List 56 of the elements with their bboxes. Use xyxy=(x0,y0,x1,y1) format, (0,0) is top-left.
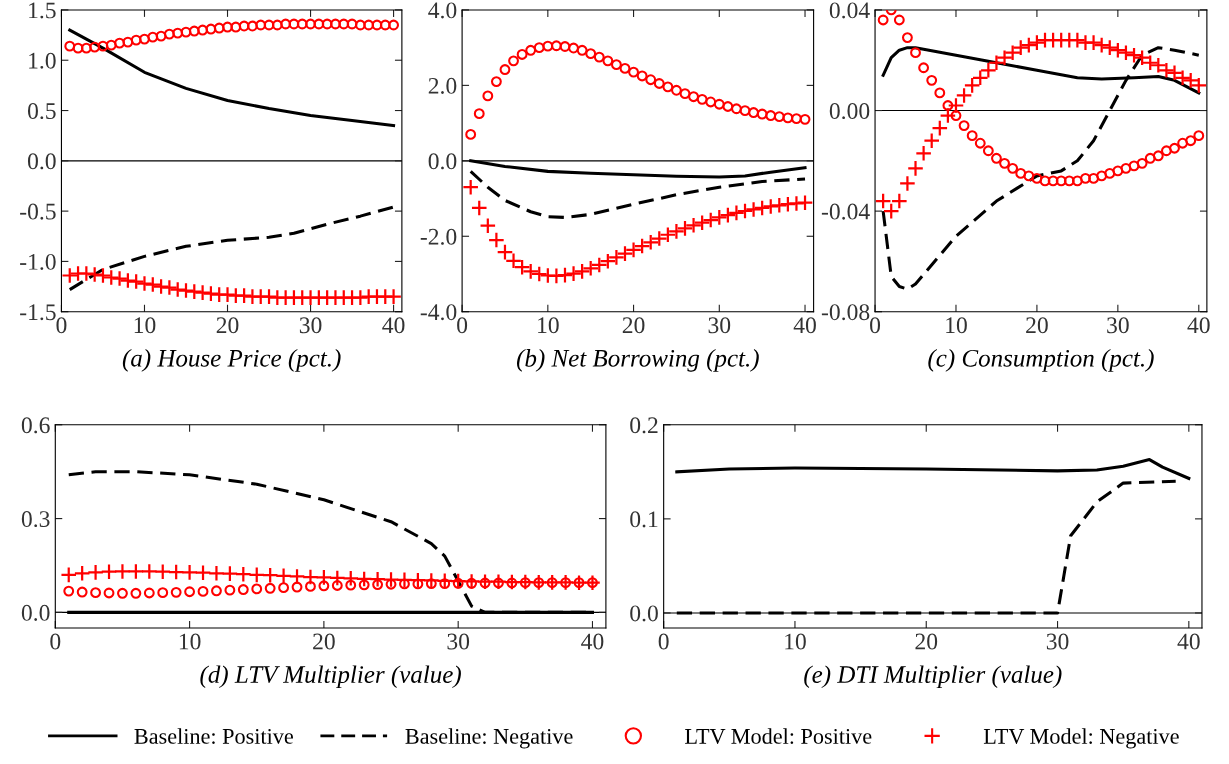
y-tick-label: 0.1 xyxy=(630,511,658,528)
x-tick-label: 10 xyxy=(785,633,806,650)
y-tick-label: -0.04 xyxy=(821,203,870,220)
y-tick-label: -0.08 xyxy=(821,304,870,321)
x-tick-label: 20 xyxy=(313,633,335,650)
x-tick-label: 20 xyxy=(915,633,938,650)
x-tick-label: 30 xyxy=(708,317,731,334)
x-axis-title: (a) House Price (pct.) xyxy=(122,349,341,372)
x-tick-label: 0 xyxy=(870,317,881,334)
x-tick-label: 30 xyxy=(447,633,470,650)
x-axis-title: (c) Consumption (pct.) xyxy=(928,349,1154,372)
x-tick-label: 30 xyxy=(1046,633,1069,650)
x-tick-label: 0 xyxy=(457,317,468,334)
y-tick-label: 4.0 xyxy=(428,2,457,19)
y-tick-label: -2.0 xyxy=(420,228,457,245)
x-tick-label: 20 xyxy=(1026,317,1048,334)
x-tick-label: 0 xyxy=(50,633,61,650)
x-tick-label: 30 xyxy=(299,317,322,334)
x-tick-label: 10 xyxy=(946,317,967,334)
x-axis-title: (d) LTV Multiplier (value) xyxy=(200,665,461,689)
x-tick-label: 40 xyxy=(1187,317,1210,334)
x-tick-label: 40 xyxy=(581,633,604,650)
y-tick-label: 1.0 xyxy=(29,52,56,69)
x-tick-label: 0 xyxy=(658,633,669,650)
x-tick-label: 40 xyxy=(382,317,405,334)
y-tick-label: 2.0 xyxy=(428,77,457,94)
y-tick-label: 0.04 xyxy=(829,2,870,19)
x-axis-title: (b) Net Borrowing (pct.) xyxy=(516,349,759,372)
y-tick-label: -0.5 xyxy=(20,203,56,220)
y-tick-label: 1.5 xyxy=(29,2,56,19)
y-tick-label: -1.5 xyxy=(20,304,56,321)
y-tick-label: 0.0 xyxy=(27,153,56,170)
y-tick-label: 0.0 xyxy=(428,153,457,170)
legend-label: Baseline: Positive xyxy=(134,728,293,744)
y-tick-label: 0.2 xyxy=(630,417,658,434)
x-tick-label: 40 xyxy=(793,317,816,334)
y-tick-label: 0.0 xyxy=(21,604,50,621)
x-tick-label: 30 xyxy=(1107,317,1129,334)
x-tick-label: 10 xyxy=(134,317,156,334)
x-tick-label: 10 xyxy=(538,317,559,334)
legend-label: Baseline: Negative xyxy=(405,728,573,749)
x-tick-label: 40 xyxy=(1177,633,1200,650)
y-tick-label: 0.5 xyxy=(27,103,56,120)
y-tick-label: -4.0 xyxy=(420,304,457,321)
x-tick-label: 10 xyxy=(179,633,201,650)
x-axis-title: (e) DTI Multiplier (value) xyxy=(804,665,1062,689)
y-tick-label: 0.0 xyxy=(630,605,658,622)
x-tick-label: 20 xyxy=(216,317,239,334)
y-tick-label: -1.0 xyxy=(20,253,56,270)
x-tick-label: 0 xyxy=(56,317,67,334)
x-tick-label: 20 xyxy=(622,317,645,334)
y-tick-label: 0.6 xyxy=(21,417,50,434)
y-tick-label: 0.00 xyxy=(829,103,870,120)
y-tick-label: 0.3 xyxy=(21,511,50,528)
legend-label: LTV Model: Positive xyxy=(685,728,872,744)
legend-label: LTV Model: Negative xyxy=(983,728,1179,749)
